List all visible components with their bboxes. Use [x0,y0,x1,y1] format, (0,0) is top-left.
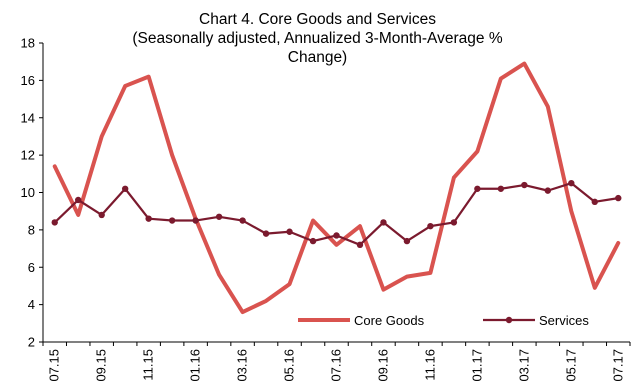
services-point [121,185,129,192]
chart-axes: 2 4 6 8 10 12 14 16 18 07.15 09.15 11.15 01.16 03.16 0… [21,36,631,382]
chart-subtitle-line-2: Change) [287,49,348,66]
services-point [75,196,82,204]
chart-subtitle-line-1: (Seasonally adjusted, Annualized 3-Month… [132,30,503,47]
y-tick-label: 8 [28,222,35,237]
x-tick-label: 07.15 [47,349,62,382]
y-tick-label: 2 [28,335,35,350]
x-tick-label: 03.17 [516,349,531,382]
y-tick-label: 6 [28,260,35,275]
y-tick-label: 4 [28,297,35,312]
x-tick-label: 05.17 [563,349,578,382]
legend-marker-services [505,316,513,324]
services-point [497,185,505,192]
services-point [615,194,622,202]
y-tick-label: 12 [21,148,35,163]
x-tick-label: 01.17 [469,349,484,382]
services-point [51,219,58,226]
services-point [544,187,552,194]
services-point [239,217,246,224]
x-tick-label: 07.16 [329,349,344,382]
services-point [215,213,223,220]
y-tick-label: 16 [21,73,35,88]
services-point [403,237,411,245]
services-point [192,217,199,224]
series-line-core-goods [52,61,621,315]
chart-title: Chart 4. Core Goods and Services [199,11,436,28]
services-point [450,219,458,226]
services-point [145,215,152,222]
x-tick-label: 07.17 [610,349,625,382]
x-tick-label: 03.16 [235,349,250,382]
x-tick-label: 01.16 [188,349,203,382]
services-point [286,228,293,235]
x-tick-label: 09.15 [94,349,109,382]
services-point [262,230,270,237]
services-point [568,179,575,187]
services-point [356,241,364,249]
y-tick-label: 10 [21,185,35,200]
series-layer [51,61,622,315]
services-point [591,198,598,206]
y-tick-label: 18 [21,36,35,51]
x-tick-label: 09.16 [375,349,390,382]
services-point [427,222,434,230]
y-tick-label: 14 [21,110,35,125]
x-tick-label: 11.15 [141,349,156,381]
services-point [380,219,387,226]
legend-label-services: Services [539,313,589,328]
services-point [168,217,176,224]
legend-label-core-goods: Core Goods [354,313,425,328]
services-point [333,232,340,239]
services-point [98,211,105,219]
x-tick-label: 05.16 [282,349,297,382]
services-point [309,237,317,245]
services-point [474,185,481,192]
chart-legend: Core Goods Services [298,313,589,328]
services-point [521,181,528,189]
x-tick-label: 11.16 [422,349,437,381]
